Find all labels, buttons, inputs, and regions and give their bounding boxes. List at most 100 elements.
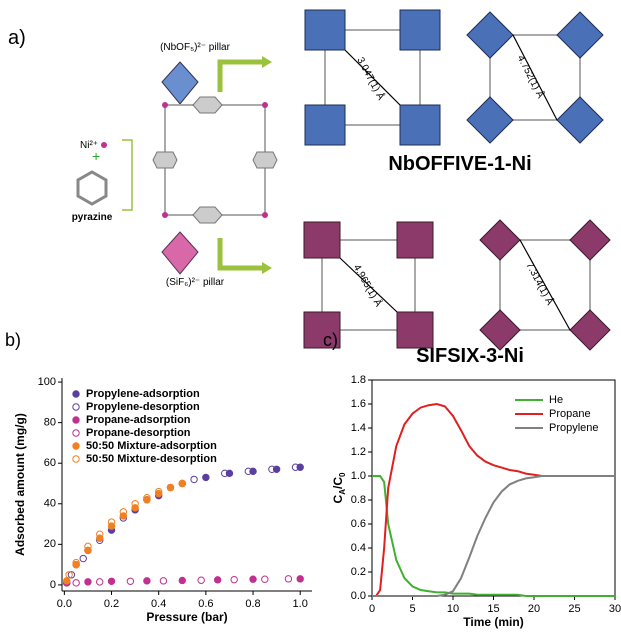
distance-label: 4.752(1) Å	[515, 53, 548, 101]
y-axis-label: Adsorbed amount (mg/g)	[13, 413, 27, 556]
y-tick-label: 100	[38, 376, 56, 388]
line	[372, 476, 615, 596]
pyrazine-ring	[153, 152, 177, 168]
point	[198, 577, 204, 583]
panel-a: a) (NbOF₅)²⁻ pillar (SiF₆)²⁻ pillar Ni²⁺…	[8, 10, 610, 367]
legend-marker	[73, 417, 79, 423]
point	[214, 577, 220, 583]
arrow	[220, 238, 262, 268]
point	[285, 576, 291, 582]
legend-marker	[73, 443, 79, 449]
arrow	[262, 56, 272, 68]
line	[372, 476, 615, 596]
y-tick-label: 80	[44, 417, 56, 429]
point	[160, 578, 166, 584]
point	[64, 578, 70, 584]
pyrazine-ring	[78, 172, 106, 204]
material-name: SIFSIX-3-Ni	[416, 345, 524, 367]
y-tick-label: 0.4	[351, 542, 366, 554]
legend-label: Propane	[549, 408, 591, 420]
pyrazine-ring	[193, 97, 222, 113]
ni-atoms	[162, 102, 268, 218]
arrow	[220, 62, 262, 92]
legend-marker	[73, 391, 79, 397]
point	[127, 578, 133, 584]
framework	[165, 105, 265, 215]
ni-atom	[101, 142, 107, 148]
legend-label: Propane-adsorption	[86, 414, 191, 426]
distance-label: 3.047(1) Å	[354, 55, 388, 103]
x-tick-label: 0.4	[151, 598, 166, 610]
point	[262, 576, 268, 582]
pyrazine-label: pyrazine	[72, 212, 113, 223]
x-tick-label: 0	[369, 603, 375, 615]
legend-marker	[73, 430, 79, 436]
legend-label: Propylene-desorption	[86, 401, 200, 413]
bracket	[122, 140, 132, 210]
x-tick-label: 25	[568, 603, 580, 615]
pillar-label: (NbOF₅)²⁻ pillar	[160, 42, 231, 53]
legend-label: 50:50 Mixture-desorption	[86, 453, 217, 465]
y-tick-label: 20	[44, 538, 56, 550]
x-tick-label: 0.2	[104, 598, 119, 610]
y-tick-label: 1.2	[351, 446, 366, 458]
point	[97, 579, 103, 585]
pyrazine-ring	[193, 207, 222, 223]
figure: a) (NbOF₅)²⁻ pillar (SiF₆)²⁻ pillar Ni²⁺…	[0, 0, 621, 631]
legend-label: He	[549, 394, 563, 406]
plus: +	[92, 148, 100, 164]
octahedron	[162, 232, 198, 274]
y-axis-label-part: 0	[338, 472, 347, 477]
y-axis-label-part: /C	[331, 477, 345, 489]
panel-label: c)	[323, 330, 338, 350]
pyrazine-ring	[253, 152, 277, 168]
distance-label: 7.314(1) Å	[523, 260, 557, 308]
pillar-label: (SiF₆)²⁻ pillar	[166, 277, 225, 288]
legend-marker	[73, 456, 79, 462]
point	[85, 579, 91, 585]
point	[108, 578, 114, 584]
octahedron	[162, 62, 198, 104]
point	[144, 578, 150, 584]
x-tick-label: 30	[609, 603, 621, 615]
x-tick-label: 0.0	[57, 598, 72, 610]
y-tick-label: 60	[44, 457, 56, 469]
y-tick-label: 0.6	[351, 518, 366, 530]
y-tick-label: 0	[50, 579, 56, 591]
y-tick-label: 0.8	[351, 494, 366, 506]
legend-label: 50:50 Mixture-adsorption	[86, 440, 217, 452]
x-axis-label: Pressure (bar)	[146, 610, 227, 624]
legend-label: Propylene	[549, 422, 599, 434]
point	[80, 555, 86, 561]
x-tick-label: 15	[487, 603, 499, 615]
point	[73, 580, 79, 586]
y-tick-label: 0.0	[351, 590, 366, 602]
x-tick-label: 20	[528, 603, 540, 615]
point	[250, 576, 256, 582]
y-axis-label: CA/C0	[331, 472, 347, 503]
point	[179, 577, 185, 583]
x-tick-label: 1.0	[293, 598, 308, 610]
y-tick-label: 40	[44, 498, 56, 510]
x-tick-label: 0.8	[245, 598, 260, 610]
y-tick-label: 1.0	[351, 470, 366, 482]
distance-label: 4.965(1) Å	[351, 262, 386, 309]
y-tick-label: 1.8	[351, 374, 366, 386]
point	[297, 576, 303, 582]
point	[203, 474, 209, 480]
legend-label: Propane-desorption	[86, 427, 191, 439]
y-tick-label: 1.4	[351, 422, 366, 434]
y-tick-label: 1.6	[351, 398, 366, 410]
arrow	[262, 262, 272, 274]
material-name: NbOFFIVE-1-Ni	[388, 153, 531, 175]
panel-label: a)	[8, 27, 26, 49]
legend-label: Propylene-adsorption	[86, 388, 200, 400]
x-axis-label: Time (min)	[463, 615, 523, 629]
point	[191, 476, 197, 482]
x-tick-label: 5	[409, 603, 415, 615]
panel-label: b)	[5, 330, 21, 350]
point	[231, 576, 237, 582]
y-tick-label: 0.2	[351, 566, 366, 578]
x-tick-label: 0.6	[198, 598, 213, 610]
y-axis-label-part: C	[331, 494, 345, 503]
